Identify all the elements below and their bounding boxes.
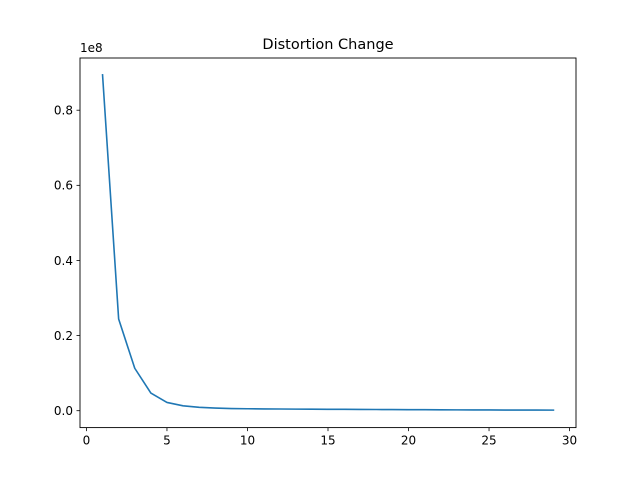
x-tick-label: 5 — [163, 434, 171, 448]
chart-title: Distortion Change — [262, 37, 393, 53]
y-tick-label: 0.4 — [54, 254, 73, 268]
y-tick-label: 0.0 — [54, 404, 73, 418]
x-tick-label: 0 — [83, 434, 91, 448]
x-tick-label: 20 — [401, 434, 416, 448]
y-offset-label: 1e8 — [80, 41, 103, 55]
x-tick-label: 30 — [562, 434, 577, 448]
x-tick-label: 10 — [240, 434, 255, 448]
distortion-series-line — [101, 74, 555, 411]
plot-frame — [79, 57, 577, 429]
y-tick-label: 0.6 — [54, 179, 73, 193]
y-tick-label: 0.2 — [54, 329, 73, 343]
x-tick-label: 25 — [481, 434, 496, 448]
x-tick-label: 15 — [320, 434, 335, 448]
y-tick-label: 0.8 — [54, 104, 73, 118]
plot-area: 0 5 10 15 20 25 30 0.0 0.2 0.4 0.6 0.8 — [54, 74, 577, 448]
